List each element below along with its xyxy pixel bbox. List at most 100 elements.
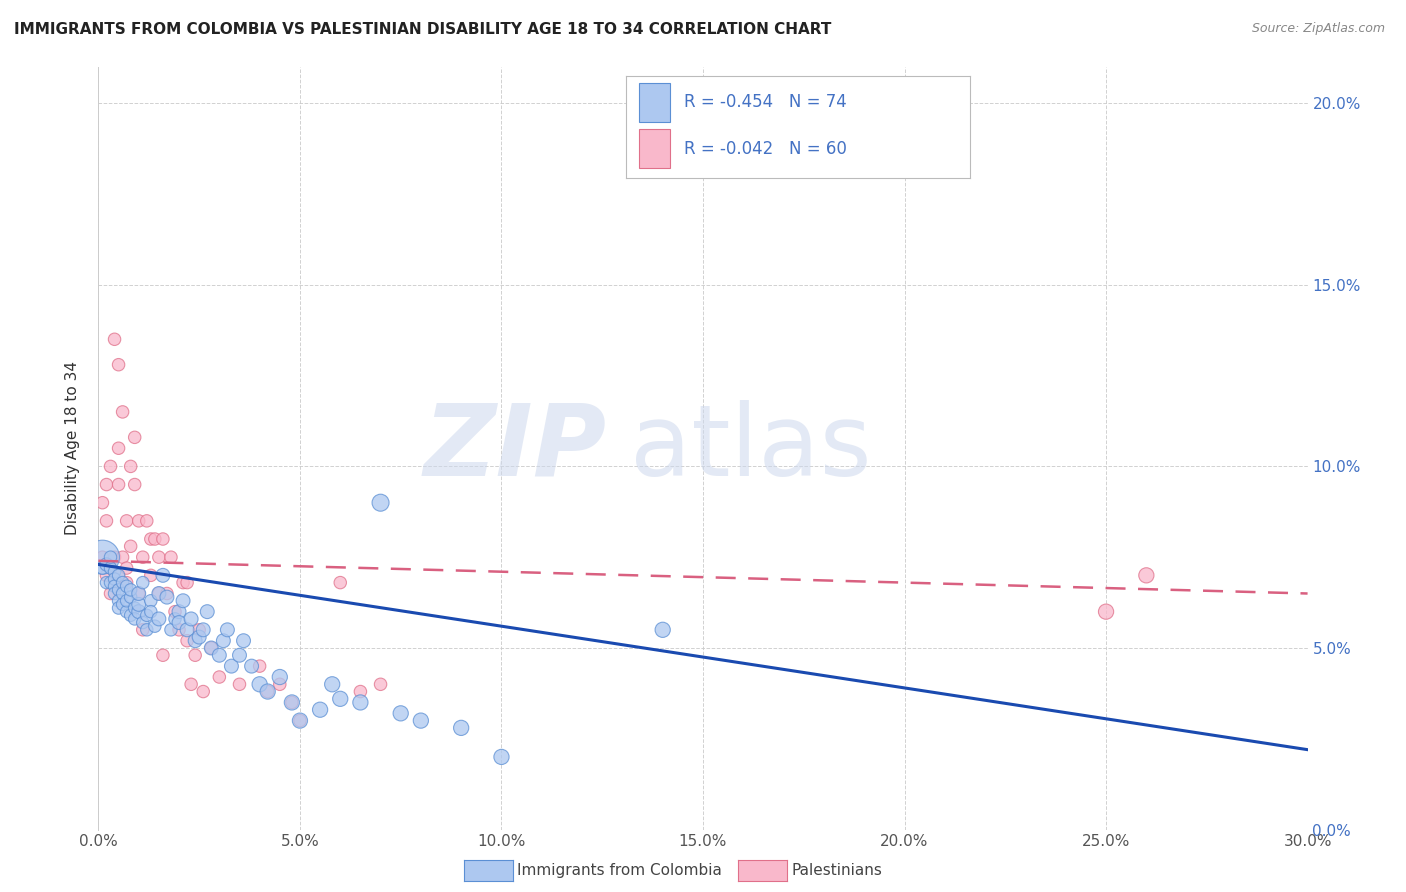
Point bbox=[132, 615, 155, 630]
Point bbox=[1135, 568, 1157, 582]
Point bbox=[269, 670, 291, 684]
Point bbox=[100, 561, 122, 575]
Point bbox=[111, 405, 134, 419]
Point bbox=[115, 579, 138, 593]
Point bbox=[135, 514, 157, 528]
Point bbox=[111, 575, 134, 590]
Point bbox=[349, 695, 371, 709]
Point bbox=[103, 550, 125, 565]
Point bbox=[135, 623, 157, 637]
Point bbox=[256, 684, 278, 698]
Point bbox=[152, 568, 174, 582]
Point bbox=[111, 550, 134, 565]
Point bbox=[120, 608, 142, 623]
Point bbox=[100, 459, 122, 474]
Text: IMMIGRANTS FROM COLOMBIA VS PALESTINIAN DISABILITY AGE 18 TO 34 CORRELATION CHAR: IMMIGRANTS FROM COLOMBIA VS PALESTINIAN … bbox=[14, 22, 831, 37]
Point bbox=[288, 714, 311, 728]
Point bbox=[249, 677, 271, 691]
Point bbox=[184, 648, 207, 663]
Point bbox=[409, 714, 432, 728]
Point bbox=[288, 714, 311, 728]
Point bbox=[100, 550, 122, 565]
Point bbox=[128, 586, 150, 600]
Point bbox=[96, 477, 118, 491]
Point bbox=[193, 623, 215, 637]
Point bbox=[148, 612, 170, 626]
Point bbox=[100, 586, 122, 600]
Point bbox=[115, 561, 138, 575]
Point bbox=[450, 721, 472, 735]
Point bbox=[208, 648, 231, 663]
Point bbox=[321, 677, 343, 691]
Point bbox=[180, 612, 202, 626]
Point bbox=[370, 677, 392, 691]
Point bbox=[163, 612, 186, 626]
Point bbox=[128, 598, 150, 612]
Point bbox=[172, 575, 194, 590]
Point bbox=[111, 598, 134, 612]
Point bbox=[193, 684, 215, 698]
Point bbox=[132, 550, 155, 565]
Point bbox=[91, 496, 114, 510]
Point bbox=[120, 582, 142, 597]
Point bbox=[148, 550, 170, 565]
Point bbox=[96, 558, 118, 572]
Point bbox=[329, 691, 352, 706]
Point bbox=[156, 586, 179, 600]
Point bbox=[172, 594, 194, 608]
Point bbox=[256, 684, 278, 698]
Point bbox=[107, 442, 129, 455]
Point bbox=[148, 586, 170, 600]
Point bbox=[120, 590, 142, 604]
Text: Immigrants from Colombia: Immigrants from Colombia bbox=[517, 863, 723, 878]
Text: Source: ZipAtlas.com: Source: ZipAtlas.com bbox=[1251, 22, 1385, 36]
Point bbox=[249, 659, 271, 673]
FancyBboxPatch shape bbox=[640, 83, 671, 122]
Text: R = -0.042   N = 60: R = -0.042 N = 60 bbox=[685, 140, 846, 158]
Point bbox=[107, 594, 129, 608]
Point bbox=[176, 575, 198, 590]
Point bbox=[103, 579, 125, 593]
Point bbox=[100, 575, 122, 590]
Point bbox=[91, 550, 114, 565]
Point bbox=[103, 575, 125, 590]
Point bbox=[208, 670, 231, 684]
Point bbox=[152, 532, 174, 546]
Point bbox=[115, 575, 138, 590]
Point bbox=[139, 568, 162, 582]
Point bbox=[124, 430, 146, 444]
Point bbox=[124, 601, 146, 615]
Point bbox=[103, 586, 125, 600]
Text: Palestinians: Palestinians bbox=[792, 863, 883, 878]
Point bbox=[221, 659, 243, 673]
Point bbox=[180, 677, 202, 691]
Point bbox=[167, 615, 190, 630]
Point bbox=[281, 695, 304, 709]
Point bbox=[96, 514, 118, 528]
Point bbox=[281, 695, 304, 709]
Point bbox=[128, 514, 150, 528]
Point bbox=[143, 532, 166, 546]
Point bbox=[139, 605, 162, 619]
Point bbox=[160, 550, 183, 565]
Point bbox=[128, 605, 150, 619]
Text: R = -0.454   N = 74: R = -0.454 N = 74 bbox=[685, 94, 846, 112]
Point bbox=[111, 586, 134, 600]
Point bbox=[176, 623, 198, 637]
Point bbox=[156, 590, 179, 604]
Point bbox=[115, 594, 138, 608]
Point bbox=[389, 706, 412, 721]
Point bbox=[212, 633, 235, 648]
Point bbox=[167, 623, 190, 637]
Point bbox=[91, 561, 114, 575]
Point bbox=[148, 586, 170, 600]
Point bbox=[349, 684, 371, 698]
Point bbox=[120, 459, 142, 474]
Text: ZIP: ZIP bbox=[423, 400, 606, 497]
Point bbox=[135, 608, 157, 623]
Point bbox=[107, 568, 129, 582]
Point bbox=[152, 648, 174, 663]
Point bbox=[103, 572, 125, 586]
Point bbox=[651, 623, 673, 637]
Point bbox=[107, 568, 129, 582]
